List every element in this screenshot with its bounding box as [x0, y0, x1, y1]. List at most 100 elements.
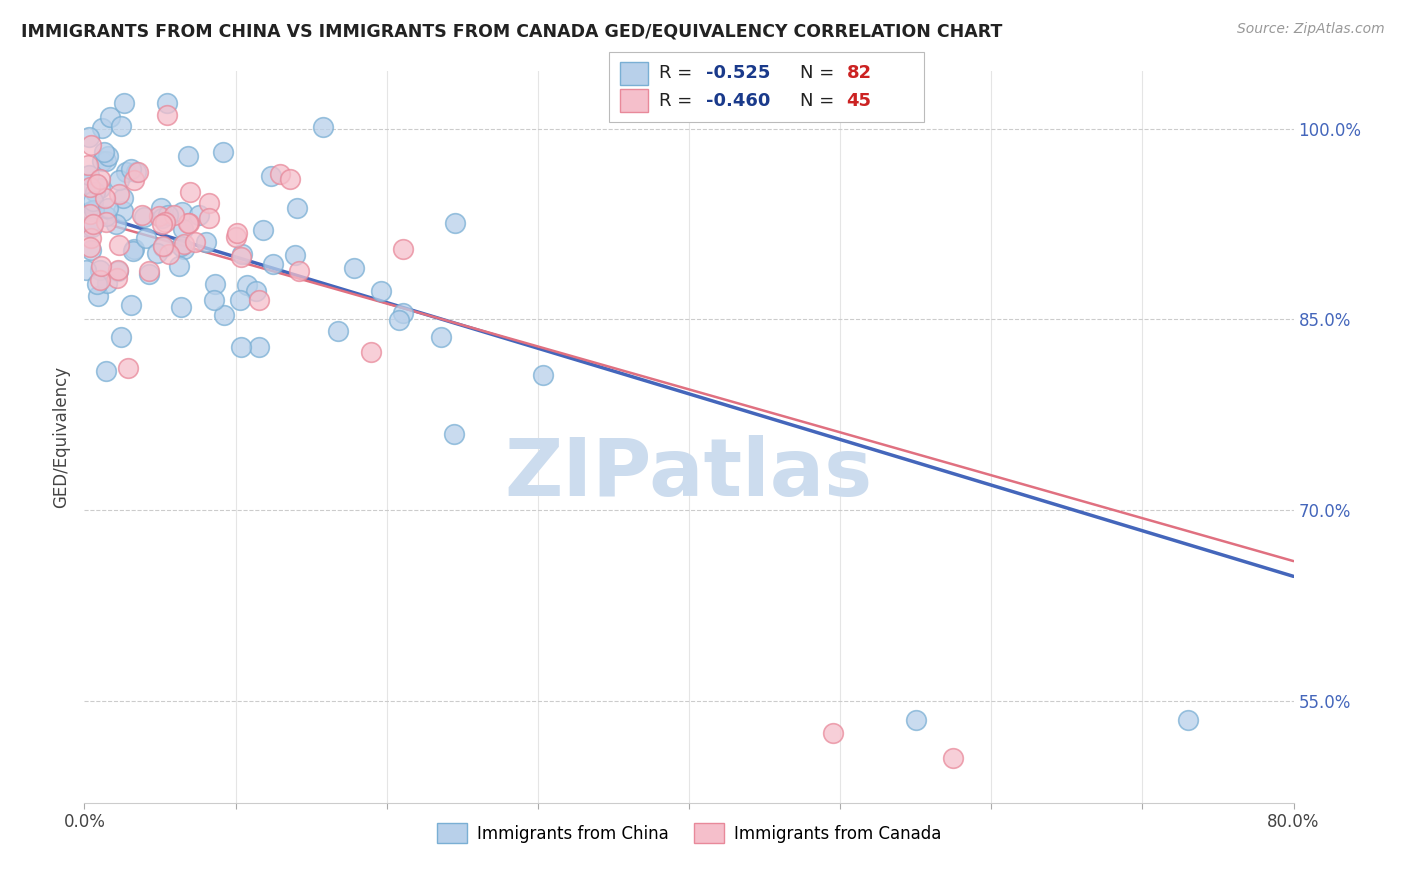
Point: [252, 223, 274, 237]
Point: [391, 242, 413, 256]
Point: [91, 120, 114, 135]
Text: N =: N =: [800, 64, 839, 82]
Point: [443, 427, 465, 442]
Point: [444, 216, 467, 230]
Point: [97, 149, 120, 163]
Point: [79, 180, 101, 194]
Point: [197, 195, 219, 210]
Point: [229, 293, 252, 307]
Point: [82, 217, 104, 231]
Point: [125, 165, 148, 179]
Point: [97, 201, 120, 215]
Point: [80, 138, 103, 153]
Text: 45: 45: [846, 92, 872, 110]
Point: [96, 277, 118, 291]
Point: [120, 298, 142, 312]
Point: [135, 231, 157, 245]
Point: [821, 726, 844, 740]
Point: [430, 330, 453, 344]
Point: [152, 240, 174, 254]
Point: [179, 216, 201, 230]
Point: [89, 172, 111, 186]
Point: [84, 186, 107, 200]
Point: [105, 270, 128, 285]
Point: [285, 201, 308, 215]
Point: [212, 308, 235, 322]
Point: [328, 324, 350, 338]
Point: [942, 751, 965, 765]
Point: [531, 368, 554, 382]
Point: [80, 231, 103, 245]
Point: [370, 284, 392, 298]
Point: [152, 238, 174, 252]
Point: [75, 263, 97, 277]
Point: [93, 145, 115, 159]
Point: [76, 177, 98, 191]
Point: [188, 208, 211, 222]
Point: [82, 194, 104, 209]
Point: [260, 169, 283, 183]
Point: [311, 120, 333, 134]
Point: [122, 173, 145, 187]
Point: [79, 207, 101, 221]
Point: [149, 201, 172, 215]
Point: [163, 208, 186, 222]
Point: [172, 222, 194, 236]
Text: ZIPatlas: ZIPatlas: [505, 434, 873, 513]
Text: R =: R =: [659, 92, 699, 110]
Point: [184, 235, 207, 249]
Point: [120, 162, 142, 177]
Point: [170, 239, 193, 253]
Point: [148, 209, 170, 223]
Point: [269, 168, 291, 182]
Point: [360, 345, 382, 359]
Point: [176, 149, 198, 163]
Text: Source: ZipAtlas.com: Source: ZipAtlas.com: [1237, 22, 1385, 37]
Point: [89, 263, 111, 277]
Point: [211, 145, 233, 160]
Point: [98, 110, 121, 124]
Point: [204, 277, 226, 291]
Text: -0.460: -0.460: [706, 92, 770, 110]
Text: N =: N =: [800, 92, 839, 110]
Text: R =: R =: [659, 64, 699, 82]
Point: [94, 364, 117, 378]
Point: [157, 208, 180, 222]
Point: [121, 244, 143, 259]
Point: [150, 211, 173, 225]
Point: [77, 219, 100, 234]
Point: [247, 293, 270, 307]
Point: [110, 330, 132, 344]
Point: [150, 217, 173, 231]
Point: [138, 264, 160, 278]
Point: [94, 209, 117, 223]
Point: [245, 285, 267, 299]
Point: [127, 165, 149, 179]
Point: [195, 235, 218, 249]
Point: [179, 186, 201, 200]
Text: IMMIGRANTS FROM CHINA VS IMMIGRANTS FROM CANADA GED/EQUIVALENCY CORRELATION CHAR: IMMIGRANTS FROM CHINA VS IMMIGRANTS FROM…: [21, 22, 1002, 40]
Point: [86, 178, 108, 192]
Point: [225, 229, 247, 244]
Point: [122, 242, 145, 256]
Point: [80, 204, 103, 219]
Point: [156, 96, 179, 111]
Point: [236, 277, 259, 292]
Point: [177, 216, 200, 230]
Point: [77, 158, 100, 172]
Point: [108, 238, 131, 252]
Point: [91, 153, 114, 168]
Point: [82, 220, 104, 235]
Point: [83, 202, 105, 217]
Point: [202, 293, 225, 308]
Point: [1177, 713, 1199, 727]
Point: [90, 259, 112, 273]
Point: [112, 96, 135, 111]
Point: [280, 172, 302, 186]
Point: [77, 129, 100, 144]
Point: [247, 340, 270, 354]
Point: [231, 250, 253, 264]
Point: [80, 243, 103, 257]
Point: [226, 226, 249, 240]
Text: -0.525: -0.525: [706, 64, 770, 82]
